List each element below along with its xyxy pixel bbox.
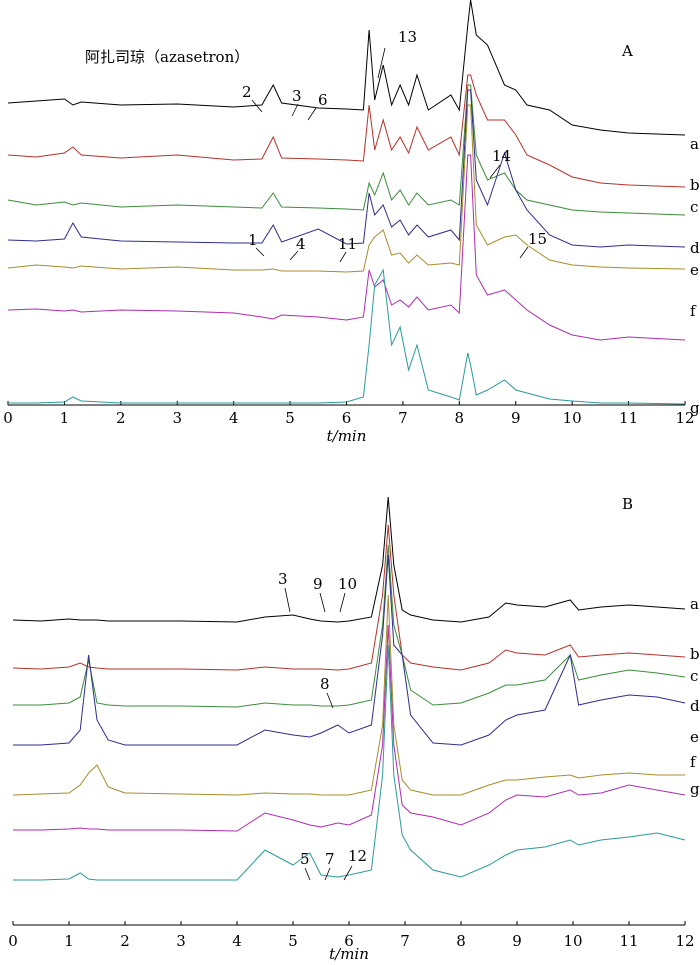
peak-annotation: 8: [320, 675, 330, 693]
x-tick-label: 12: [675, 409, 694, 427]
leader-line: [489, 164, 501, 179]
trace-label: c: [690, 667, 698, 685]
x-tick-label: 5: [285, 409, 295, 427]
x-tick-label: 2: [116, 409, 126, 427]
peak-annotation: 12: [348, 847, 367, 865]
leader-line: [291, 103, 299, 117]
x-tick-label: 10: [563, 409, 582, 427]
x-tick-label: 3: [172, 409, 182, 427]
trace-label: b: [690, 176, 700, 194]
x-tick-label: 11: [619, 409, 638, 427]
trace: [7, 154, 686, 341]
trace-label: d: [690, 697, 700, 715]
trace: [13, 644, 686, 881]
x-tick-label: 9: [511, 409, 521, 427]
x-tick-label: 12: [675, 932, 694, 950]
leader-line: [307, 107, 317, 121]
trace-label: f: [690, 302, 697, 320]
peak-annotation: 阿扎司琼（azasetron）: [85, 48, 249, 66]
trace-label: a: [690, 595, 699, 613]
peak-annotation: 9: [313, 575, 323, 593]
x-tick-label: 10: [563, 932, 582, 950]
trace: [13, 554, 686, 746]
peak-annotation: 6: [318, 91, 328, 109]
x-tick-label: 11: [619, 932, 638, 950]
trace: [12, 594, 685, 796]
leader-line: [251, 99, 263, 113]
x-axis-label: t/min: [329, 945, 369, 963]
peak-annotation: 3: [292, 87, 302, 105]
peak-annotation: 13: [398, 28, 417, 46]
trace-label: d: [690, 239, 700, 257]
x-tick-label: 6: [344, 932, 354, 950]
leader-line: [339, 592, 346, 613]
x-tick-label: 6: [342, 409, 352, 427]
peak-annotation: 5: [300, 850, 310, 868]
peak-annotation: 1: [248, 231, 258, 249]
trace: [13, 544, 686, 708]
x-tick-label: 8: [456, 932, 466, 950]
leader-line: [519, 246, 529, 259]
trace: [7, 104, 686, 273]
trace-label: g: [690, 780, 700, 798]
x-tick-label: 3: [176, 932, 186, 950]
x-tick-label: 2: [120, 932, 130, 950]
trace: [7, 74, 686, 188]
peak-annotation: A: [621, 42, 633, 60]
peak-annotation: 11: [338, 235, 357, 253]
trace: [7, 89, 686, 248]
trace: [7, 84, 686, 216]
leader-line: [255, 247, 265, 257]
trace: [7, 0, 686, 136]
trace-label: a: [690, 135, 699, 153]
x-tick-label: 0: [8, 932, 18, 950]
peak-annotation: 14: [492, 147, 511, 165]
peak-annotation: 3: [278, 570, 288, 588]
x-tick-label: 8: [455, 409, 465, 427]
leader-line: [326, 692, 334, 709]
peak-annotation: 10: [338, 575, 357, 593]
x-tick-label: 5: [288, 932, 298, 950]
leader-line: [319, 592, 326, 613]
leader-line: [284, 587, 291, 613]
leader-line: [377, 47, 386, 79]
x-tick-label: 0: [3, 409, 13, 427]
trace-label: b: [690, 645, 700, 663]
x-tick-label: 9: [512, 932, 522, 950]
x-tick-label: 1: [64, 932, 74, 950]
peak-annotation: 7: [325, 850, 335, 868]
peak-annotation: 4: [296, 235, 306, 253]
x-tick-label: 4: [229, 409, 239, 427]
peak-annotation: 2: [242, 83, 252, 101]
trace: [12, 524, 686, 671]
leader-line: [324, 867, 331, 881]
leader-line: [339, 251, 347, 263]
leader-line: [289, 250, 299, 261]
trace-label: g: [690, 399, 700, 417]
trace-label: e: [690, 261, 699, 279]
trace: [12, 496, 686, 623]
peak-annotation: B: [622, 495, 633, 513]
x-tick-label: 4: [232, 932, 242, 950]
x-tick-label: 7: [398, 409, 408, 427]
trace-label: c: [690, 198, 698, 216]
x-tick-label: 1: [60, 409, 70, 427]
trace: [13, 624, 686, 832]
leader-line: [343, 865, 353, 881]
trace: [8, 268, 686, 405]
trace-label: e: [690, 728, 699, 746]
trace-label: f: [690, 753, 697, 771]
peak-annotation: 15: [528, 230, 547, 248]
x-axis-label: t/min: [327, 427, 367, 445]
x-tick-label: 7: [400, 932, 410, 950]
leader-line: [304, 867, 311, 881]
